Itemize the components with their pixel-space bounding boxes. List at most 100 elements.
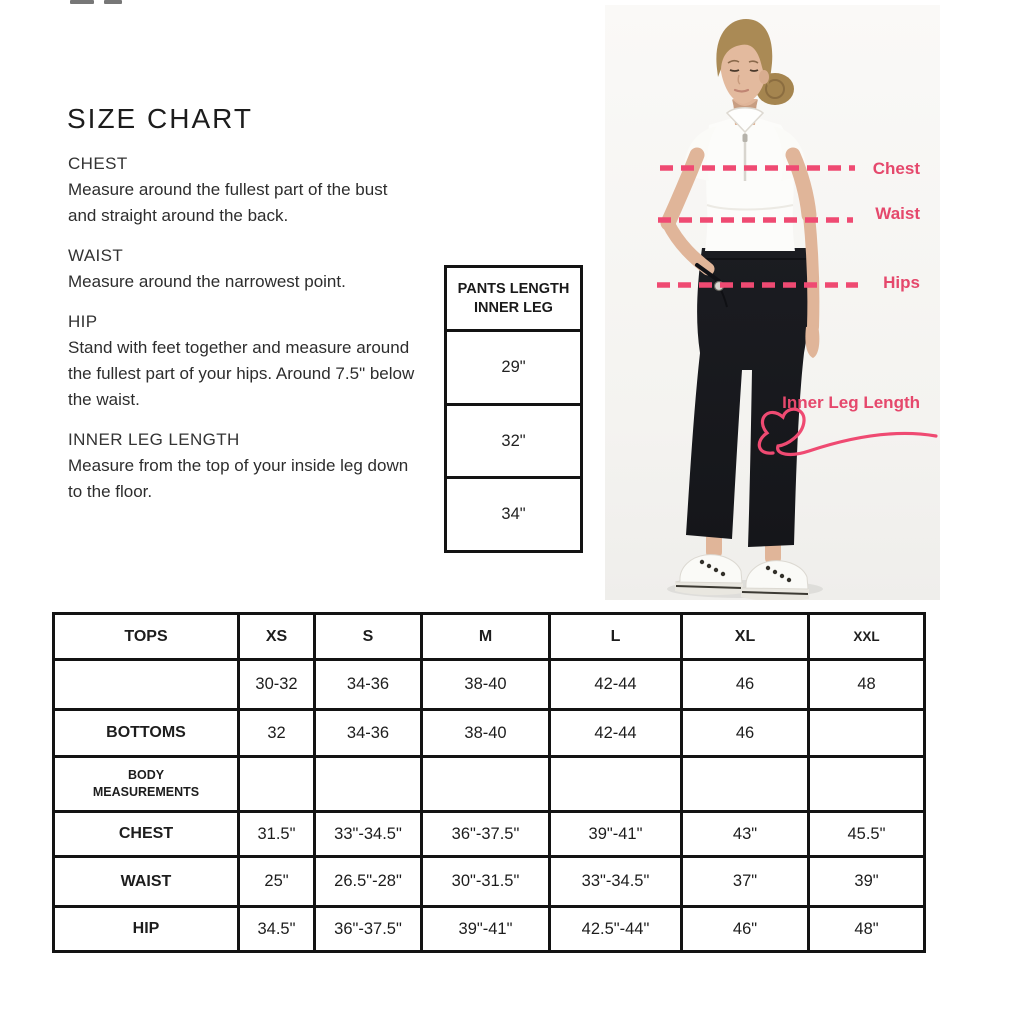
size-table-cell bbox=[548, 755, 683, 813]
size-table-cell: 31.5" bbox=[237, 810, 316, 858]
crop-artifact bbox=[70, 0, 94, 4]
model-figure-illustration bbox=[657, 19, 938, 600]
pants-length-rows: 29" 32" 34" bbox=[447, 332, 580, 550]
model-arm bbox=[660, 147, 705, 231]
pants-header-line1: PANTS LENGTH bbox=[457, 280, 570, 297]
size-table-cell: 39"-41" bbox=[420, 905, 551, 953]
pants-header-line2: INNER LEG bbox=[474, 299, 553, 316]
size-table-cell: 34.5" bbox=[237, 905, 316, 953]
size-table-header-cell: XL bbox=[680, 612, 810, 661]
model-hand bbox=[805, 325, 820, 358]
pants-length-row: 34" bbox=[501, 505, 526, 524]
size-table-header-cell: M bbox=[420, 612, 551, 661]
measurement-instructions: CHEST Measure around the fullest part of… bbox=[68, 151, 420, 519]
size-table-cell bbox=[807, 708, 926, 758]
inner-leg-length-label: Inner Leg Length bbox=[782, 393, 920, 412]
size-table-cell: 39" bbox=[807, 855, 926, 908]
size-table-header-row: TOPS XS S M L XL XXL bbox=[52, 612, 926, 661]
size-table-cell: 32 bbox=[237, 708, 316, 758]
size-table-cell bbox=[237, 755, 316, 813]
size-table-row: 30-32 34-36 38-40 42-44 46 48 bbox=[52, 658, 926, 711]
size-table-cell: 30-32 bbox=[237, 658, 316, 711]
size-table-row: CHEST 31.5" 33"-34.5" 36"-37.5" 39"-41" 43" 45… bbox=[52, 810, 926, 858]
size-table-cell: HIP bbox=[52, 905, 240, 953]
size-table-cell: 26.5"-28" bbox=[313, 855, 423, 908]
waist-label: Waist bbox=[875, 204, 920, 223]
size-table-cell: BODY MEASUREMENTS bbox=[52, 755, 240, 813]
page-title: SIZE CHART bbox=[67, 102, 253, 134]
size-table-header-cell: XS bbox=[237, 612, 316, 661]
model-arm bbox=[661, 216, 715, 276]
pants-length-table-header: PANTS LENGTH INNER LEG bbox=[447, 268, 580, 332]
size-table-cell: 34-36 bbox=[313, 658, 423, 711]
size-table-header-cell: S bbox=[313, 612, 423, 661]
size-table-header-cell: TOPS bbox=[52, 612, 240, 661]
lips bbox=[733, 88, 750, 93]
model-hair bbox=[716, 19, 773, 87]
eyebrow bbox=[748, 60, 759, 64]
chest-label: Chest bbox=[872, 159, 920, 178]
polo-collar bbox=[725, 107, 765, 134]
pants-length-table: PANTS LENGTH INNER LEG 29" 32" 34" bbox=[444, 265, 583, 553]
size-table-cell: 30"-31.5" bbox=[420, 855, 551, 908]
eye bbox=[729, 69, 740, 72]
size-table-header-cell: L bbox=[548, 612, 683, 661]
size-table-cell: 42-44 bbox=[548, 708, 683, 758]
zipper-pull bbox=[742, 134, 748, 142]
instruction-inner-leg: INNER LEG LENGTH Measure from the top of… bbox=[68, 427, 420, 505]
size-table-cell: 46 bbox=[680, 708, 810, 758]
nose bbox=[737, 74, 741, 85]
size-table: TOPS XS S M L XL XXL 30-32 34-36 38-40 42-44 46 48 BO… bbox=[52, 612, 926, 953]
instruction-chest: CHEST Measure around the fullest part of… bbox=[68, 151, 420, 229]
size-table-row: HIP 34.5" 36"-37.5" 39"-41" 42.5"-44" 46" 48" bbox=[52, 905, 926, 953]
size-table-cell bbox=[313, 755, 423, 813]
instruction-hip: HIP Stand with feet together and measure… bbox=[68, 309, 420, 413]
shoe-laces bbox=[765, 565, 792, 583]
pants-length-row: 32" bbox=[447, 406, 580, 480]
size-table-cell: 33"-34.5" bbox=[548, 855, 683, 908]
model-ear bbox=[759, 70, 769, 84]
size-table-cell: 48" bbox=[807, 905, 926, 953]
size-table-cell: 46 bbox=[680, 658, 810, 711]
instruction-heading: HIP bbox=[68, 312, 98, 331]
instruction-body: Measure from the top of your inside leg … bbox=[68, 456, 409, 501]
hair-bun-swirl bbox=[765, 79, 785, 99]
size-table-cell: 37" bbox=[680, 855, 810, 908]
size-table-cell: WAIST bbox=[52, 855, 240, 908]
pants-length-row: 29" bbox=[447, 332, 580, 406]
size-table-cell bbox=[52, 658, 240, 711]
eyebrow bbox=[727, 59, 740, 64]
instruction-waist: WAIST Measure around the narrowest point… bbox=[68, 243, 420, 295]
model-shoe bbox=[675, 554, 743, 584]
instruction-heading: INNER LEG LENGTH bbox=[68, 430, 240, 449]
size-table-cell bbox=[680, 755, 810, 813]
size-table-cell: 34-36 bbox=[313, 708, 423, 758]
model-arm bbox=[785, 147, 817, 223]
size-table-cell: 42.5"-44" bbox=[548, 905, 683, 953]
size-table-cell: CHEST bbox=[52, 810, 240, 858]
size-table-cell: 39"-41" bbox=[548, 810, 683, 858]
model-ankle bbox=[706, 531, 722, 559]
size-table-cell bbox=[420, 755, 551, 813]
model-arm bbox=[803, 209, 820, 333]
hips-label: Hips bbox=[883, 273, 920, 292]
size-table-row: WAIST 25" 26.5"-28" 30"-31.5" 33"-34.5" 37" 39… bbox=[52, 855, 926, 908]
crop-artifact bbox=[104, 0, 122, 4]
shoe-sole-stripe bbox=[675, 585, 743, 589]
size-table-cell: 42-44 bbox=[548, 658, 683, 711]
shoe-laces bbox=[699, 559, 726, 577]
model-pants bbox=[686, 248, 810, 547]
size-table-cell bbox=[807, 755, 926, 813]
eye bbox=[749, 69, 759, 72]
model-photo: Chest Waist Hips Inner Leg Length bbox=[605, 5, 940, 600]
size-table-cell: 33"-34.5" bbox=[313, 810, 423, 858]
instruction-heading: CHEST bbox=[68, 154, 128, 173]
size-table-header-cell: XXL bbox=[807, 612, 926, 661]
size-table-cell: 36"-37.5" bbox=[420, 810, 551, 858]
size-table-cell: 48 bbox=[807, 658, 926, 711]
shoe-sole-stripe bbox=[741, 591, 809, 595]
instruction-body: Measure around the narrowest point. bbox=[68, 272, 346, 291]
size-table-body: TOPS XS S M L XL XXL 30-32 34-36 38-40 42-44 46 48 BO… bbox=[52, 612, 926, 953]
instruction-heading: WAIST bbox=[68, 246, 124, 265]
